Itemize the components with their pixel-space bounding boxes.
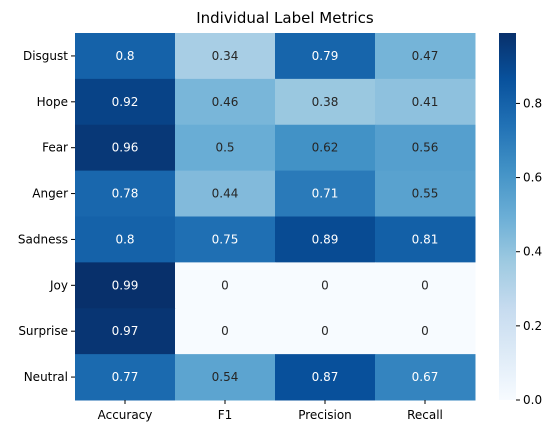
- cell-value-label: 0.75: [212, 232, 239, 246]
- y-tick-label: Sadness: [18, 232, 68, 246]
- cell-value-label: 0.81: [412, 232, 439, 246]
- cell-value-label: 0.44: [212, 187, 239, 201]
- colorbar-tick-label: 0.0: [523, 393, 542, 407]
- cell-value-label: 0.47: [412, 49, 439, 63]
- cell-value-label: 0.46: [212, 95, 239, 109]
- cell-value-label: 0.97: [112, 324, 139, 338]
- cell-value-label: 0.67: [412, 370, 439, 384]
- cell-value-label: 0.8: [115, 49, 134, 63]
- colorbar: 0.0 0.2 0.4 0.6 0.8: [499, 33, 542, 407]
- x-tick-label: Accuracy: [98, 408, 153, 422]
- colorbar-ticks: 0.0 0.2 0.4 0.6 0.8: [516, 96, 542, 407]
- y-tick-label: Disgust: [23, 49, 68, 63]
- cell-value-label: 0.5: [215, 141, 234, 155]
- cell-value-label: 0: [321, 324, 329, 338]
- colorbar-tick-label: 0.2: [523, 319, 542, 333]
- cell-value-label: 0.99: [112, 278, 139, 292]
- cell-value-label: 0: [221, 324, 229, 338]
- cell-value-label: 0.96: [112, 141, 139, 155]
- cell-value-label: 0.8: [115, 232, 134, 246]
- cell-value-label: 0.78: [112, 187, 139, 201]
- y-axis-ticks: Disgust Hope Fear Anger Sadness Joy Surprise Ne…: [18, 49, 75, 384]
- cell-value-label: 0.77: [112, 370, 139, 384]
- y-tick-label: Neutral: [24, 370, 68, 384]
- y-tick-label: Fear: [42, 141, 68, 155]
- y-tick-label: Hope: [37, 95, 68, 109]
- colorbar-tick-label: 0.6: [523, 171, 542, 185]
- heatmap-cells: [75, 33, 476, 401]
- cell-value-label: 0.55: [412, 187, 439, 201]
- cell-value-label: 0.54: [212, 370, 239, 384]
- cell-value-label: 0: [321, 278, 329, 292]
- y-tick-label: Joy: [49, 278, 68, 292]
- colorbar-tick-label: 0.4: [523, 245, 542, 259]
- cell-value-label: 0.56: [412, 141, 439, 155]
- y-tick-label: Surprise: [18, 324, 68, 338]
- y-tick-label: Anger: [32, 187, 68, 201]
- cell-value-label: 0: [421, 324, 429, 338]
- cell-value-label: 0.38: [312, 95, 339, 109]
- colorbar-gradient: [499, 33, 516, 400]
- x-tick-label: Recall: [407, 408, 443, 422]
- cell-value-label: 0.62: [312, 141, 339, 155]
- cell-value-label: 0.71: [312, 187, 339, 201]
- x-tick-label: F1: [218, 408, 233, 422]
- cell-value-label: 0.92: [112, 95, 139, 109]
- cell-value-label: 0.89: [312, 232, 339, 246]
- colorbar-tick-label: 0.8: [523, 96, 542, 110]
- cell-value-label: 0: [221, 278, 229, 292]
- cell-value-label: 0: [421, 278, 429, 292]
- chart-title: Individual Label Metrics: [196, 9, 374, 27]
- cell-value-label: 0.34: [212, 49, 239, 63]
- cell-value-label: 0.79: [312, 49, 339, 63]
- x-axis-ticks: Accuracy F1 Precision Recall: [98, 400, 443, 422]
- cell-value-label: 0.87: [312, 370, 339, 384]
- x-tick-label: Precision: [298, 408, 352, 422]
- cell-value-label: 0.41: [412, 95, 439, 109]
